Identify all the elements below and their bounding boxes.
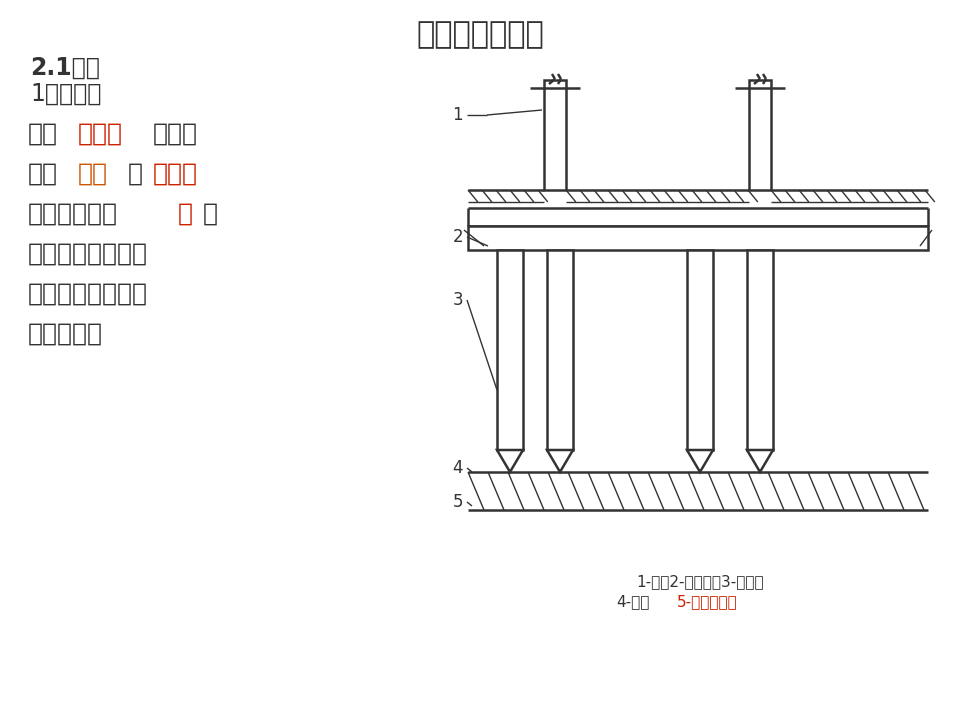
Text: 桩: 桩 bbox=[178, 202, 193, 226]
Bar bbox=[747, 250, 773, 450]
Text: 1-柱；2-承台梁；3-承台；: 1-柱；2-承台梁；3-承台； bbox=[636, 575, 764, 590]
Text: 构的荷载。: 构的荷载。 bbox=[28, 322, 103, 346]
Text: 1、定义：: 1、定义： bbox=[30, 82, 102, 106]
Text: 3: 3 bbox=[452, 291, 463, 309]
Text: 基础梁: 基础梁 bbox=[153, 162, 198, 186]
Text: 所谓: 所谓 bbox=[28, 122, 58, 146]
Text: 系起来，三者共同: 系起来，三者共同 bbox=[28, 242, 148, 266]
Text: 承台: 承台 bbox=[78, 162, 108, 186]
Text: 作用，承受上部结: 作用，承受上部结 bbox=[28, 282, 148, 306]
Polygon shape bbox=[687, 450, 713, 472]
Text: 4-桩；: 4-桩； bbox=[616, 595, 649, 610]
Polygon shape bbox=[547, 450, 573, 472]
Bar bbox=[468, 226, 928, 250]
Bar bbox=[547, 250, 573, 450]
Text: 第二章桩基工程: 第二章桩基工程 bbox=[416, 20, 544, 49]
Text: 将深入土中的: 将深入土中的 bbox=[28, 202, 118, 226]
Bar bbox=[497, 250, 523, 450]
Text: 联: 联 bbox=[203, 202, 218, 226]
Text: 5: 5 bbox=[452, 493, 463, 511]
Bar bbox=[687, 250, 713, 450]
Text: 2.1概述: 2.1概述 bbox=[30, 56, 100, 80]
Bar bbox=[749, 80, 771, 190]
Text: 桩基础: 桩基础 bbox=[78, 122, 123, 146]
Text: 1: 1 bbox=[452, 106, 463, 124]
Bar bbox=[544, 80, 566, 190]
Polygon shape bbox=[497, 450, 523, 472]
Polygon shape bbox=[747, 450, 773, 472]
Text: 和: 和 bbox=[128, 162, 143, 186]
Text: 2: 2 bbox=[452, 228, 463, 246]
Text: ，就是: ，就是 bbox=[153, 122, 198, 146]
Text: 4: 4 bbox=[452, 459, 463, 477]
Text: 5-桩基持力层: 5-桩基持力层 bbox=[677, 595, 738, 610]
Text: 利用: 利用 bbox=[28, 162, 58, 186]
